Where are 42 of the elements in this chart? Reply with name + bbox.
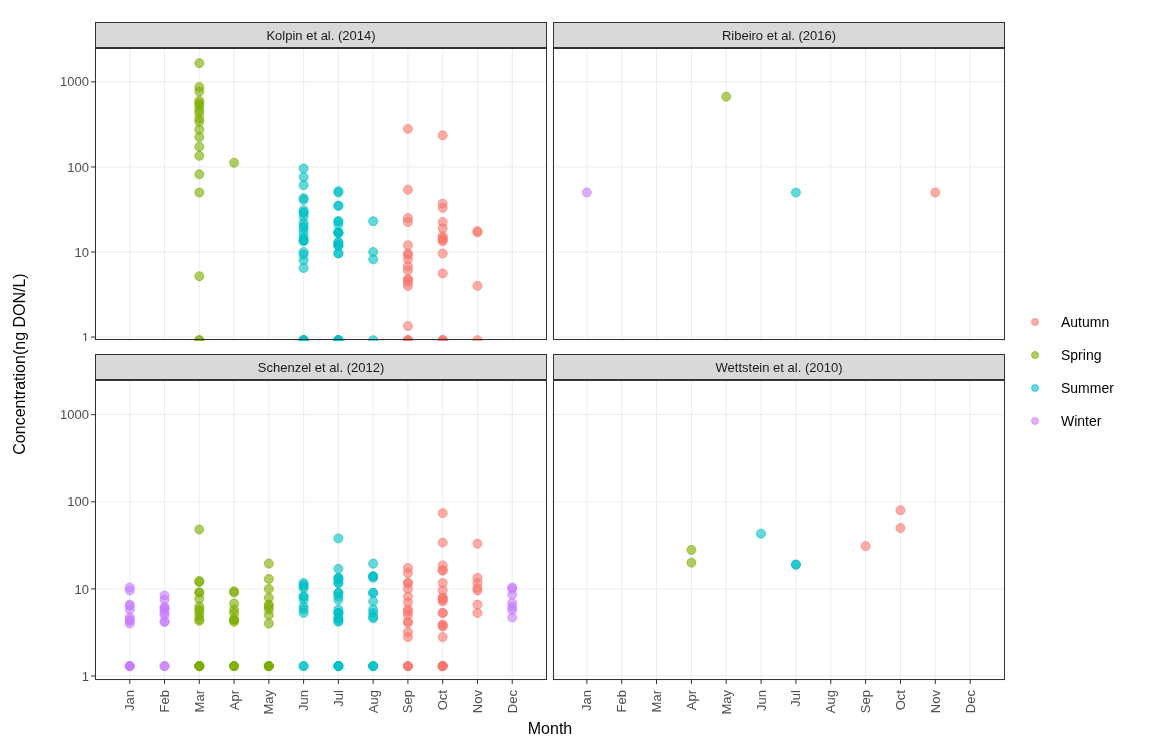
y-tick-label: 10 — [74, 244, 89, 260]
x-tick-label: Sep — [858, 690, 874, 714]
y-tick-label: 100 — [67, 159, 89, 175]
x-tick-label: Oct — [435, 689, 451, 711]
x-tick-label: Nov — [469, 689, 485, 714]
chart-title: Kolpin et al. (2014) — [95, 22, 547, 48]
legend-label: Spring — [1061, 346, 1102, 363]
x-tick-label: Jan — [579, 690, 595, 711]
x-tick-label: Dec — [962, 689, 978, 714]
y-tick-label: 1000 — [60, 407, 89, 423]
x-tick-label: May — [718, 689, 734, 715]
x-tick-label: Feb — [614, 690, 630, 713]
chart-title: Wettstein et al. (2010) — [553, 354, 1005, 380]
x-tick-label: Aug — [823, 690, 839, 714]
y-tick-label: 1 — [81, 668, 89, 684]
x-tick-label: Apr — [226, 689, 242, 711]
x-tick-label: Jun — [296, 690, 312, 711]
x-tick-label: Aug — [365, 690, 381, 714]
x-tick-label: Jan — [122, 690, 138, 711]
y-tick-label: 10 — [74, 581, 89, 597]
legend-label: Winter — [1061, 412, 1102, 429]
y-axis-title: Concentration(ng DON/L) — [11, 273, 29, 455]
x-tick-label: Jul — [788, 689, 804, 707]
chart-title: Schenzel et al. (2012) — [95, 354, 547, 380]
legend-label: Summer — [1061, 379, 1114, 396]
x-tick-label: Mar — [191, 689, 207, 713]
x-tick-label: Jul — [330, 689, 346, 707]
x-tick-label: Sep — [400, 690, 416, 714]
x-tick-label: Jun — [753, 690, 769, 711]
x-tick-label: Mar — [649, 689, 665, 713]
y-tick-label: 1 — [81, 329, 89, 345]
y-tick-label: 1000 — [60, 74, 89, 90]
x-tick-label: Oct — [892, 689, 908, 711]
x-tick-label: Feb — [157, 690, 173, 713]
legend-label: Autumn — [1061, 313, 1110, 330]
x-tick-label: Nov — [927, 689, 943, 714]
chart-title: Ribeiro et al. (2016) — [553, 22, 1005, 48]
x-tick-label: May — [261, 689, 277, 715]
x-axis-title: Month — [527, 720, 573, 738]
x-tick-label: Dec — [504, 689, 520, 714]
y-tick-label: 100 — [67, 494, 89, 510]
x-tick-label: Apr — [683, 689, 699, 711]
